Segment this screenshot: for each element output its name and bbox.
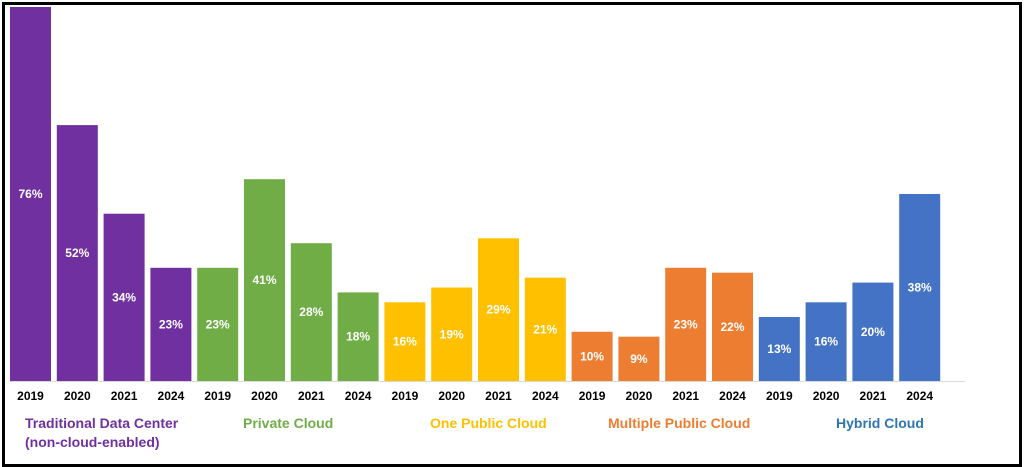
bar bbox=[618, 336, 660, 381]
x-tick-label: 2019 bbox=[204, 389, 231, 403]
bar bbox=[431, 287, 473, 381]
x-tick-label: 2024 bbox=[532, 389, 559, 403]
bar bbox=[665, 267, 707, 381]
bar-value-label: 10% bbox=[580, 349, 604, 363]
x-tick-label: 2024 bbox=[906, 389, 933, 403]
bar-value-label: 28% bbox=[299, 305, 323, 319]
x-tick-label: 2024 bbox=[719, 389, 746, 403]
bar bbox=[10, 7, 51, 381]
x-tick-label: 2019 bbox=[766, 389, 793, 403]
group-label-line-2: (non-cloud-enabled) bbox=[25, 434, 160, 450]
bar-value-label: 38% bbox=[908, 281, 932, 295]
bar-value-label: 52% bbox=[65, 246, 89, 260]
bar bbox=[712, 272, 753, 381]
bar bbox=[805, 302, 847, 381]
bar-group-0 bbox=[10, 7, 192, 381]
group-label-line-1: Multiple Public Cloud bbox=[608, 415, 751, 431]
x-tick-label: 2020 bbox=[626, 389, 653, 403]
x-tick-label: 2020 bbox=[813, 389, 840, 403]
grouped-bar-chart: 76% 2019 52% 2020 34% 2021 23% 2024 23% 2019 41% 20… bbox=[9, 7, 965, 403]
bar-value-label: 23% bbox=[674, 317, 698, 331]
bar-value-label: 16% bbox=[814, 335, 838, 349]
bar-value-label: 13% bbox=[767, 342, 791, 356]
bar-group-3 bbox=[571, 267, 753, 381]
bar bbox=[244, 179, 285, 381]
bar bbox=[899, 194, 941, 381]
bar bbox=[56, 125, 98, 381]
bar-value-label: 23% bbox=[206, 317, 230, 331]
bar bbox=[337, 292, 379, 381]
group-label-private-cloud: Private Cloud bbox=[243, 414, 333, 433]
bar bbox=[852, 282, 894, 381]
group-label-multiple-public-cloud: Multiple Public Cloud bbox=[608, 414, 750, 433]
x-tick-label: 2021 bbox=[485, 389, 512, 403]
bar-value-label: 76% bbox=[18, 187, 42, 201]
x-tick-label: 2019 bbox=[579, 389, 606, 403]
bar-value-label: 41% bbox=[252, 273, 276, 287]
x-tick-label: 2021 bbox=[111, 389, 138, 403]
group-label-traditional-data-center: Traditional Data Center (non-cloud-enabl… bbox=[25, 414, 178, 452]
group-label-one-public-cloud: One Public Cloud bbox=[430, 414, 547, 433]
group-label-line-1: Traditional Data Center bbox=[25, 415, 179, 431]
bar-value-label: 18% bbox=[346, 330, 370, 344]
x-tick-label: 2020 bbox=[251, 389, 278, 403]
bar-value-label: 29% bbox=[486, 303, 510, 317]
bar-group-4 bbox=[758, 194, 941, 381]
bar-group-2 bbox=[384, 238, 566, 381]
bar bbox=[571, 331, 613, 381]
group-label-line-1: Private Cloud bbox=[243, 415, 334, 431]
group-label-line-1: Hybrid Cloud bbox=[836, 415, 924, 431]
x-tick-label: 2020 bbox=[64, 389, 91, 403]
bar-value-label: 16% bbox=[393, 335, 417, 349]
bar-group-1 bbox=[197, 179, 379, 381]
bar-value-label: 21% bbox=[533, 322, 557, 336]
bar bbox=[524, 277, 566, 381]
x-tick-label: 2021 bbox=[672, 389, 699, 403]
x-tick-label: 2019 bbox=[392, 389, 419, 403]
x-tick-label: 2021 bbox=[298, 389, 325, 403]
bar-value-label: 20% bbox=[861, 325, 885, 339]
bar-value-label: 9% bbox=[630, 352, 648, 366]
bar bbox=[384, 302, 426, 381]
bar bbox=[103, 213, 145, 381]
x-tick-label: 2024 bbox=[345, 389, 372, 403]
bar-value-label: 22% bbox=[720, 320, 744, 334]
bar-value-label: 19% bbox=[440, 327, 464, 341]
labels-layer: 76% 2019 52% 2020 34% 2021 23% 2024 23% 2019 41% 20… bbox=[17, 187, 933, 403]
group-label-hybrid-cloud: Hybrid Cloud bbox=[836, 414, 924, 433]
x-tick-label: 2021 bbox=[860, 389, 887, 403]
bar bbox=[758, 317, 800, 381]
group-label-line-1: One Public Cloud bbox=[430, 415, 547, 431]
x-tick-label: 2024 bbox=[158, 389, 185, 403]
bar-value-label: 23% bbox=[159, 317, 183, 331]
bar bbox=[478, 238, 519, 381]
bar bbox=[197, 267, 239, 381]
x-tick-label: 2020 bbox=[438, 389, 465, 403]
bar bbox=[150, 267, 192, 381]
x-tick-label: 2019 bbox=[17, 389, 44, 403]
bar-value-label: 34% bbox=[112, 290, 136, 304]
bar bbox=[290, 243, 332, 381]
